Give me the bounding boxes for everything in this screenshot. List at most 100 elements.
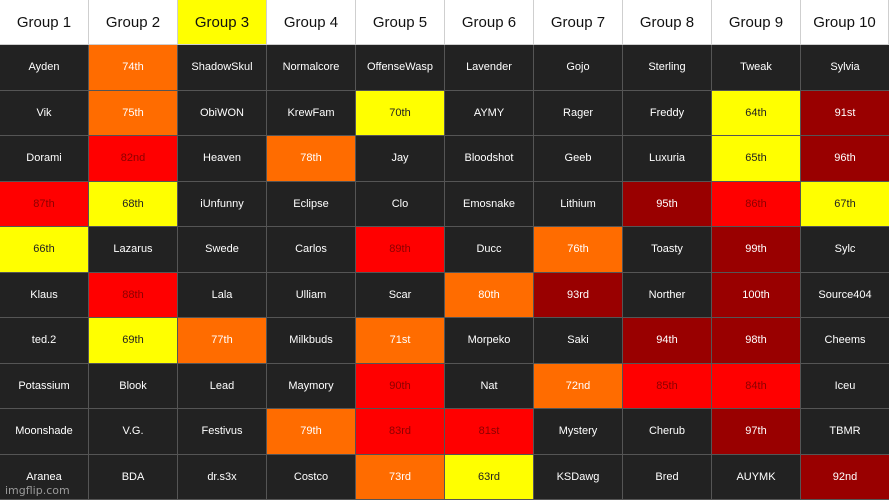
grid-cell: 84th: [712, 363, 801, 409]
grid-cell: Lala: [178, 272, 267, 318]
group-7-header: Group 7: [534, 0, 623, 45]
grid-cell: Sterling: [623, 45, 712, 91]
grid-cell: Carlos: [267, 227, 356, 273]
grid-cell: Clo: [356, 181, 445, 227]
grid-cell: Eclipse: [267, 181, 356, 227]
grid-cell: Toasty: [623, 227, 712, 273]
grid-cell: AUYMK: [712, 454, 801, 500]
grid-cell: Bred: [623, 454, 712, 500]
grid-cell: 69th: [89, 318, 178, 364]
grid-cell: 72nd: [534, 363, 623, 409]
grid-cell: 98th: [712, 318, 801, 364]
grid-cell: Rager: [534, 90, 623, 136]
grid-cell: 80th: [445, 272, 534, 318]
group-6-header: Group 6: [445, 0, 534, 45]
grid-cell: Nat: [445, 363, 534, 409]
grid-cell: 75th: [89, 90, 178, 136]
grid-cell: 87th: [0, 181, 89, 227]
grid-cell: 90th: [356, 363, 445, 409]
grid-cell: Normalcore: [267, 45, 356, 91]
grid-cell: Maymory: [267, 363, 356, 409]
grid-cell: dr.s3x: [178, 454, 267, 500]
grid-cell: TBMR: [801, 409, 889, 455]
grid-cell: Freddy: [623, 90, 712, 136]
group-9-header: Group 9: [712, 0, 801, 45]
grid-cell: Aranea: [0, 454, 89, 500]
group-2-header: Group 2: [89, 0, 178, 45]
grid-cell: 99th: [712, 227, 801, 273]
grid-cell: Morpeko: [445, 318, 534, 364]
grid-cell: KrewFam: [267, 90, 356, 136]
grid-cell: Potassium: [0, 363, 89, 409]
group-5-header: Group 5: [356, 0, 445, 45]
grid-cell: Bloodshot: [445, 136, 534, 182]
grid-cell: Sylc: [801, 227, 889, 273]
grid-cell: 88th: [89, 272, 178, 318]
grid-cell: BDA: [89, 454, 178, 500]
grid-cell: 100th: [712, 272, 801, 318]
grid-cell: Lithium: [534, 181, 623, 227]
grid-cell: 86th: [712, 181, 801, 227]
grid-cell: 91st: [801, 90, 889, 136]
grid-cell: Vik: [0, 90, 89, 136]
grid-cell: Geeb: [534, 136, 623, 182]
group-1-header: Group 1: [0, 0, 89, 45]
grid-cell: Klaus: [0, 272, 89, 318]
grid-cell: ted.2: [0, 318, 89, 364]
grid-cell: Lead: [178, 363, 267, 409]
grid-cell: 67th: [801, 181, 889, 227]
grid-cell: 65th: [712, 136, 801, 182]
grid-cell: Iceu: [801, 363, 889, 409]
grid-cell: iUnfunny: [178, 181, 267, 227]
grid-cell: 94th: [623, 318, 712, 364]
grid-cell: KSDawg: [534, 454, 623, 500]
grid-cell: Tweak: [712, 45, 801, 91]
grid-cell: Dorami: [0, 136, 89, 182]
grid-cell: Mystery: [534, 409, 623, 455]
grid-cell: 68th: [89, 181, 178, 227]
grid-cell: Cherub: [623, 409, 712, 455]
group-4-header: Group 4: [267, 0, 356, 45]
imgflip-watermark: imgflip.com: [5, 484, 70, 497]
grid-cell: 89th: [356, 227, 445, 273]
grid-cell: 71st: [356, 318, 445, 364]
grid-cell: 85th: [623, 363, 712, 409]
grid-cell: Ducc: [445, 227, 534, 273]
grid-cell: Emosnake: [445, 181, 534, 227]
grid-cell: Norther: [623, 272, 712, 318]
grid-cell: Scar: [356, 272, 445, 318]
grid-cell: Moonshade: [0, 409, 89, 455]
grid-cell: 79th: [267, 409, 356, 455]
grid-cell: 82nd: [89, 136, 178, 182]
grid-cell: 92nd: [801, 454, 889, 500]
grid-cell: 96th: [801, 136, 889, 182]
grid-cell: 77th: [178, 318, 267, 364]
grid-cell: 97th: [712, 409, 801, 455]
grid-cell: 63rd: [445, 454, 534, 500]
grid-cell: AYMY: [445, 90, 534, 136]
grid-cell: Source404: [801, 272, 889, 318]
grid-cell: Costco: [267, 454, 356, 500]
grid-cell: Lavender: [445, 45, 534, 91]
grid-cell: Gojo: [534, 45, 623, 91]
group-3-header: Group 3: [178, 0, 267, 45]
grid-cell: Cheems: [801, 318, 889, 364]
grid-cell: 93rd: [534, 272, 623, 318]
grid-cell: Saki: [534, 318, 623, 364]
grid-cell: 76th: [534, 227, 623, 273]
grid-cell: Ulliam: [267, 272, 356, 318]
grid-cell: 70th: [356, 90, 445, 136]
grid-cell: OffenseWasp: [356, 45, 445, 91]
group-8-header: Group 8: [623, 0, 712, 45]
grid-cell: 95th: [623, 181, 712, 227]
grid-cell: 73rd: [356, 454, 445, 500]
grid-cell: V.G.: [89, 409, 178, 455]
grid-cell: Heaven: [178, 136, 267, 182]
grid-cell: 74th: [89, 45, 178, 91]
grid-cell: 83rd: [356, 409, 445, 455]
grid-cell: 64th: [712, 90, 801, 136]
grid-cell: 66th: [0, 227, 89, 273]
grid-cell: Blook: [89, 363, 178, 409]
grid-cell: Milkbuds: [267, 318, 356, 364]
